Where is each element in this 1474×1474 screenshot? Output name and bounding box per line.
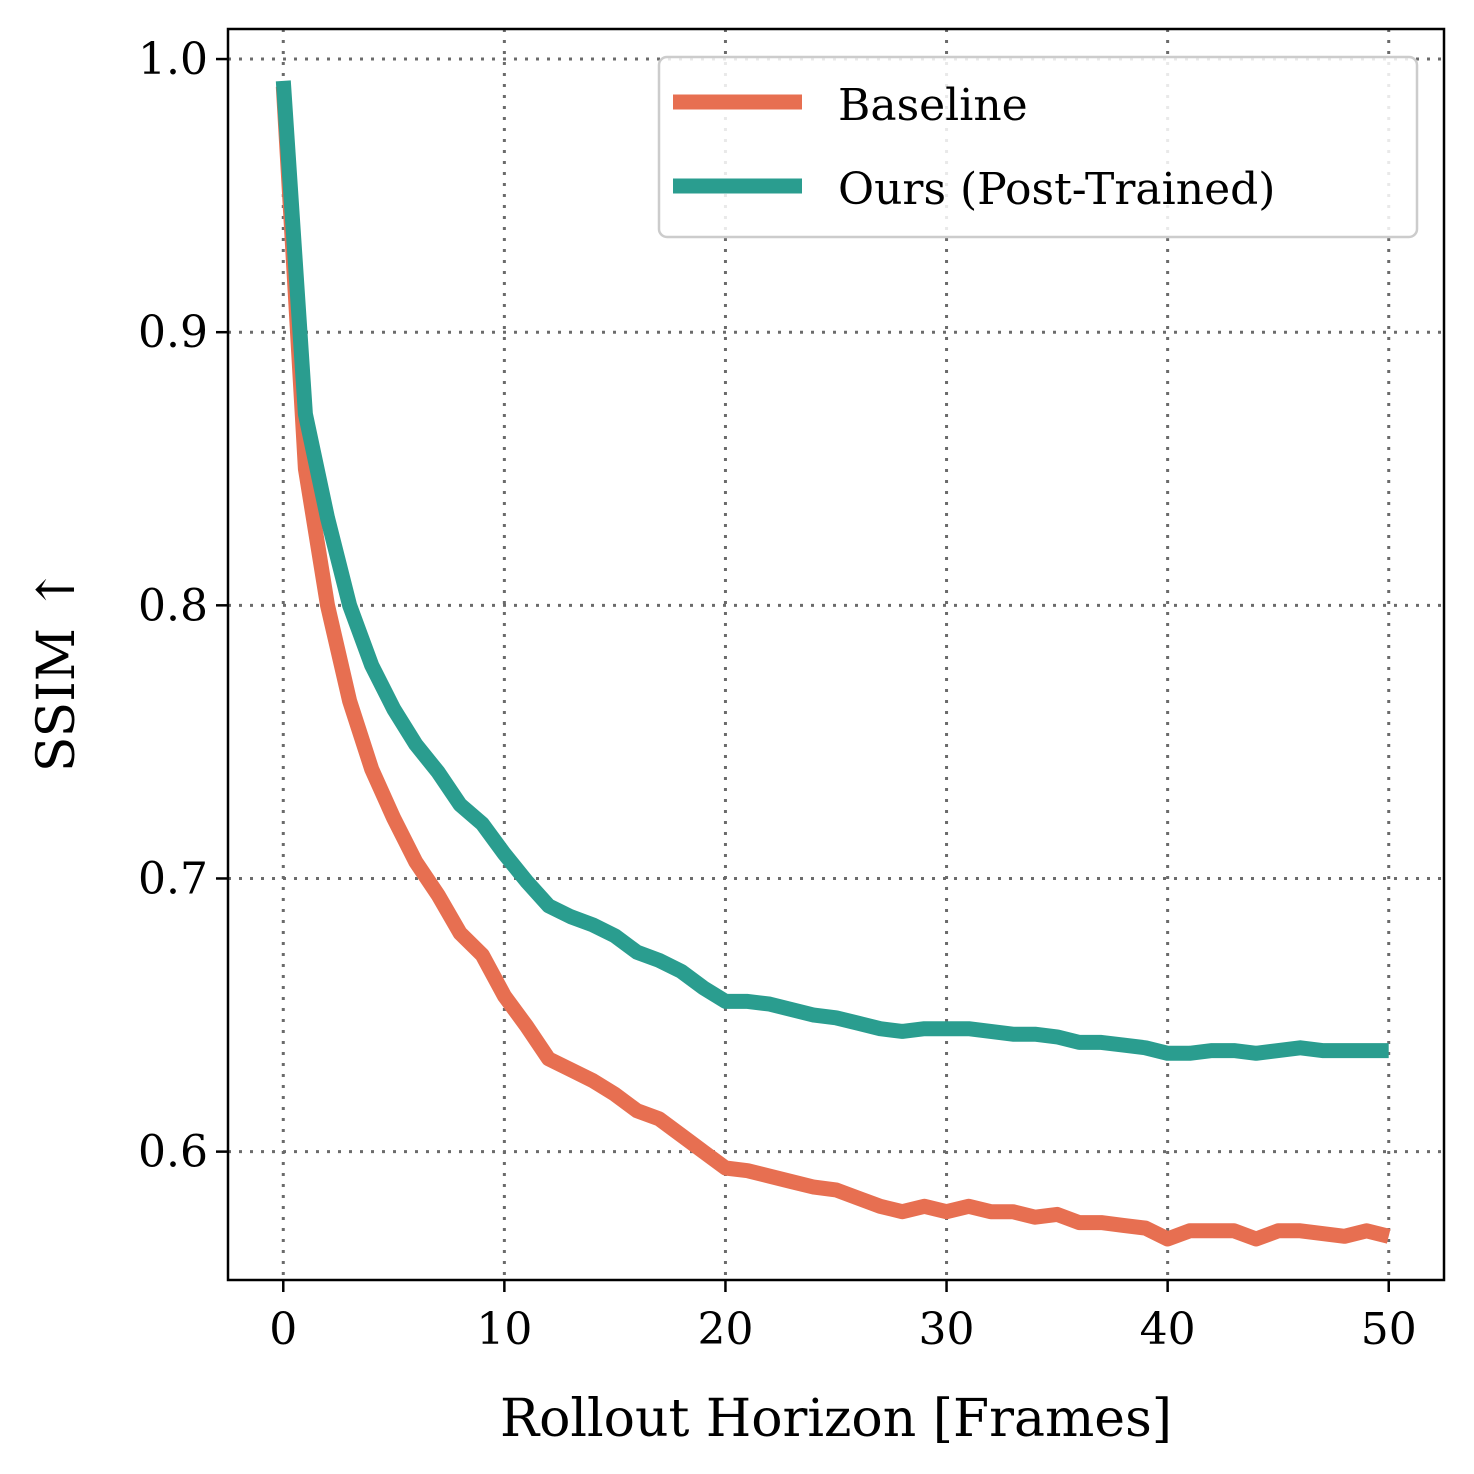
y-axis: 0.6 0.7 0.8 0.9 1.0 [138,34,228,1178]
x-axis: 0 10 20 30 40 50 [269,1280,1417,1355]
series-line-baseline [275,85,1391,1247]
x-tick-label: 0 [269,1304,297,1355]
series-line-ours-post-trained [275,80,1389,1061]
x-tick-label: 10 [476,1304,532,1355]
x-tick-label: 20 [697,1304,753,1355]
y-tick-label: 0.9 [138,307,208,358]
legend-label-ours: Ours (Post-Trained) [838,164,1275,215]
legend-box [657,55,1419,239]
x-tick-label: 50 [1361,1304,1417,1355]
y-tick-label: 1.0 [138,34,208,85]
y-tick-label: 0.6 [138,1127,208,1178]
plot-frame [226,27,1446,1282]
legend: Baseline Ours (Post-Trained) [657,55,1419,239]
y-tick-label: 0.8 [138,580,208,631]
legend-label-baseline: Baseline [838,80,1028,131]
x-tick-label: 30 [919,1304,975,1355]
x-tick-label: 40 [1140,1304,1196,1355]
x-axis-title: Rollout Horizon [Frames] [500,1389,1172,1449]
y-tick-label: 0.7 [138,853,208,904]
series-layer [275,80,1391,1247]
y-axis-title: SSIM ↑ [27,568,87,772]
